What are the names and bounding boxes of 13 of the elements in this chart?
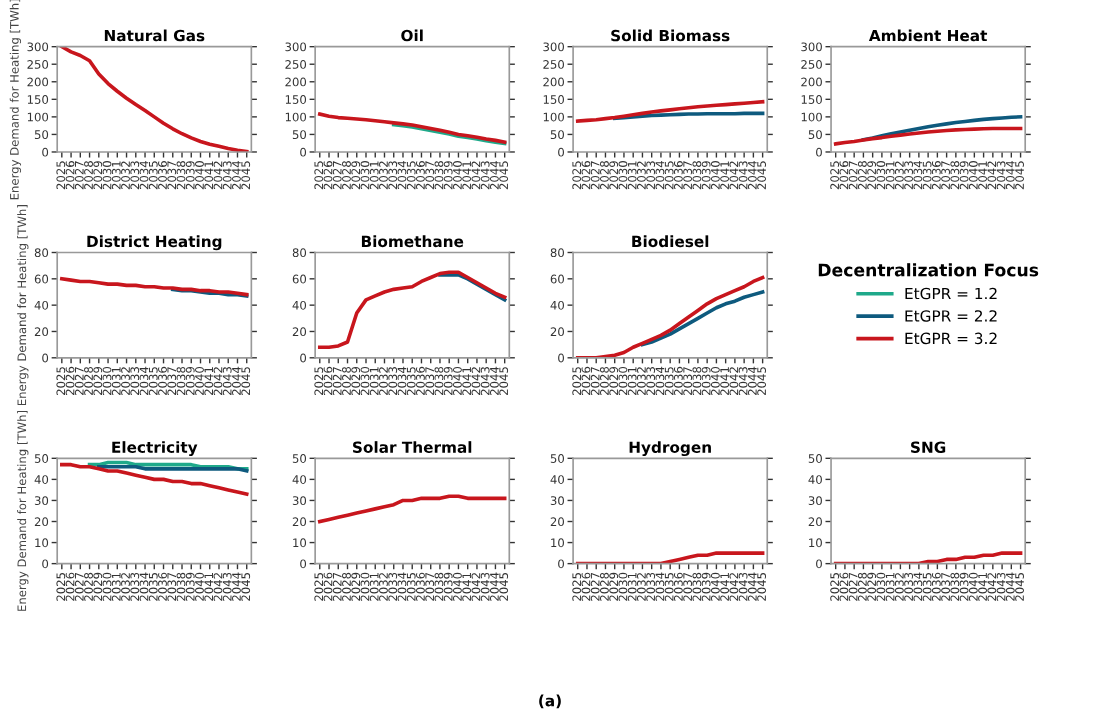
line-series [317, 494, 507, 524]
line-series [60, 277, 249, 297]
line-series [317, 112, 507, 144]
line-series [60, 46, 249, 152]
line-series [640, 290, 765, 347]
line-series [833, 126, 1023, 146]
line-series [391, 122, 507, 146]
legend-title: Decentralization Focus [818, 263, 1039, 277]
line-series [575, 99, 765, 123]
line-series [861, 115, 1023, 142]
line-series [60, 462, 249, 496]
line-series [317, 270, 507, 350]
line-series [438, 273, 507, 302]
